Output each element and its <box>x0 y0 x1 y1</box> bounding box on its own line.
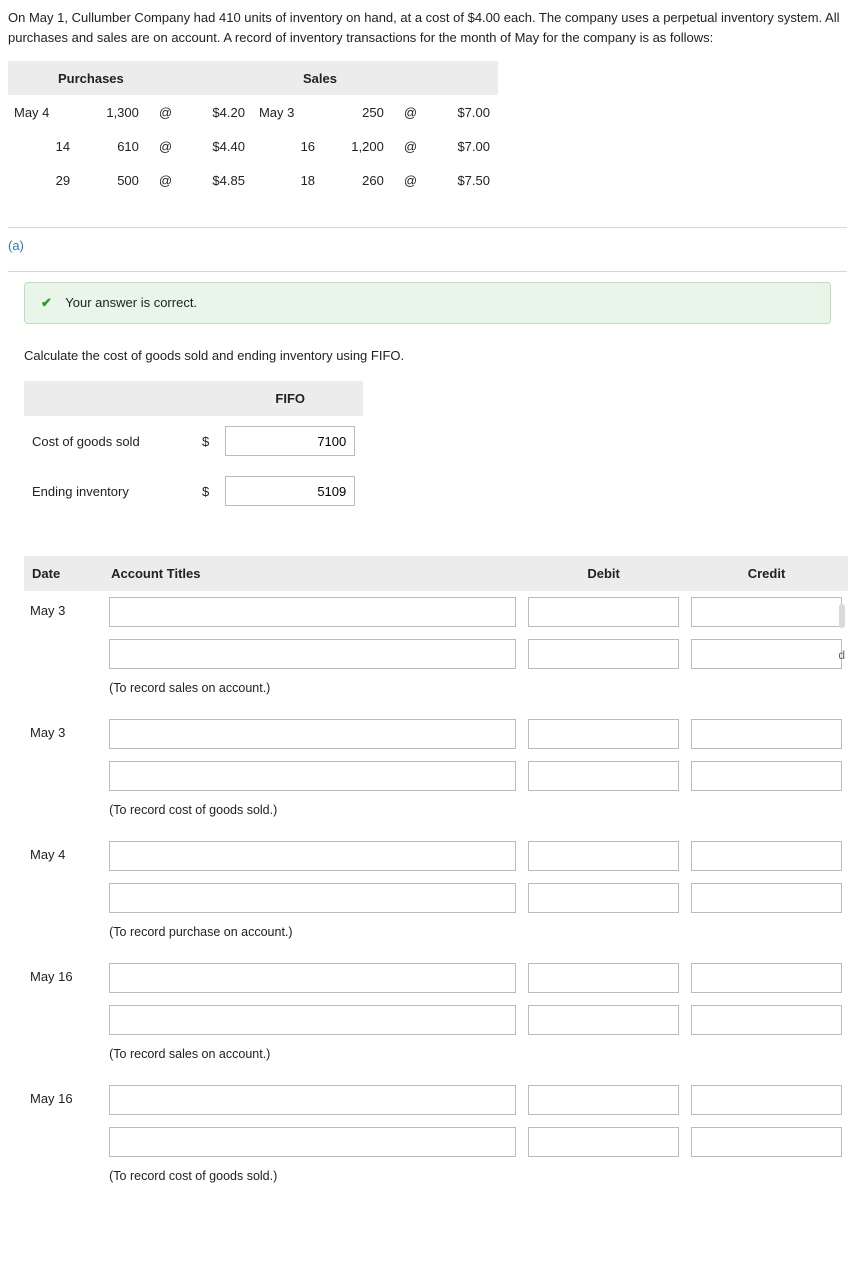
debit-input[interactable] <box>528 1127 679 1157</box>
cell: 250 <box>323 95 392 129</box>
cell: 18 <box>253 163 323 197</box>
debit-input[interactable] <box>528 963 679 993</box>
cell: @ <box>392 163 429 197</box>
scrollbar-thumb[interactable] <box>839 604 845 628</box>
cell: 1,200 <box>323 129 392 163</box>
debit-input[interactable] <box>528 719 679 749</box>
divider <box>8 271 847 272</box>
check-icon: ✔ <box>41 295 52 310</box>
cell: 29 <box>8 163 78 197</box>
debit-input[interactable] <box>528 1005 679 1035</box>
table-row: 14 610 @ $4.40 16 1,200 @ $7.00 <box>8 129 498 163</box>
divider <box>8 227 847 228</box>
cell: $4.85 <box>184 163 253 197</box>
cell: 500 <box>78 163 147 197</box>
entry-memo: (To record purchase on account.) <box>103 919 848 957</box>
answer-correct-banner: ✔ Your answer is correct. <box>24 282 831 324</box>
cell: $4.20 <box>184 95 253 129</box>
credit-input[interactable] <box>691 719 842 749</box>
credit-input[interactable] <box>691 963 842 993</box>
credit-input[interactable] <box>691 1085 842 1115</box>
account-title-input[interactable] <box>109 963 516 993</box>
correct-message: Your answer is correct. <box>65 295 197 310</box>
credit-input[interactable] <box>691 761 842 791</box>
credit-input[interactable] <box>691 1127 842 1157</box>
part-a-label: (a) <box>8 238 847 253</box>
account-title-input[interactable] <box>109 761 516 791</box>
account-title-input[interactable] <box>109 841 516 871</box>
fifo-header: FIFO <box>217 381 363 416</box>
col-date: Date <box>24 556 103 591</box>
cell: $7.00 <box>429 95 498 129</box>
cell: 260 <box>323 163 392 197</box>
cell: @ <box>392 95 429 129</box>
sales-header: Sales <box>253 61 498 95</box>
entry-date: May 3 <box>24 591 103 633</box>
end-inv-input[interactable] <box>225 476 355 506</box>
debit-input[interactable] <box>528 1085 679 1115</box>
col-debit: Debit <box>522 556 685 591</box>
debit-input[interactable] <box>528 883 679 913</box>
credit-input[interactable] <box>691 1005 842 1035</box>
account-title-input[interactable] <box>109 597 516 627</box>
debit-input[interactable] <box>528 597 679 627</box>
cogs-label: Cost of goods sold <box>24 416 194 466</box>
entry-date: May 4 <box>24 835 103 877</box>
cell: May 4 <box>8 95 78 129</box>
purchases-sales-table: Purchases Sales May 4 1,300 @ $4.20 May … <box>8 61 498 197</box>
account-title-input[interactable] <box>109 1005 516 1035</box>
entry-memo: (To record cost of goods sold.) <box>103 1163 848 1201</box>
debit-input[interactable] <box>528 761 679 791</box>
table-row: 29 500 @ $4.85 18 260 @ $7.50 <box>8 163 498 197</box>
end-inv-label: Ending inventory <box>24 466 194 516</box>
cell: 14 <box>8 129 78 163</box>
cell: $4.40 <box>184 129 253 163</box>
account-title-input[interactable] <box>109 1085 516 1115</box>
account-title-input[interactable] <box>109 883 516 913</box>
debit-input[interactable] <box>528 841 679 871</box>
col-credit: Credit <box>685 556 848 591</box>
fifo-table: FIFO Cost of goods sold $ Ending invento… <box>24 381 363 516</box>
debit-input[interactable] <box>528 639 679 669</box>
cell: $7.00 <box>429 129 498 163</box>
entry-date: May 3 <box>24 713 103 755</box>
account-title-input[interactable] <box>109 1127 516 1157</box>
cell: @ <box>392 129 429 163</box>
entry-date: May 16 <box>24 1079 103 1121</box>
cell: 610 <box>78 129 147 163</box>
account-title-input[interactable] <box>109 719 516 749</box>
cell: 1,300 <box>78 95 147 129</box>
journal-entry-table: Date Account Titles Debit Credit May 3 (… <box>24 556 848 1201</box>
currency-symbol: $ <box>194 416 217 466</box>
currency-symbol: $ <box>194 466 217 516</box>
entry-date: May 16 <box>24 957 103 999</box>
credit-input[interactable] <box>691 841 842 871</box>
credit-input[interactable] <box>691 639 842 669</box>
cell: @ <box>147 95 184 129</box>
calc-instruction: Calculate the cost of goods sold and end… <box>24 348 831 363</box>
cropped-text: d <box>838 648 845 662</box>
cell: May 3 <box>253 95 323 129</box>
entry-memo: (To record sales on account.) <box>103 675 848 713</box>
credit-input[interactable] <box>691 597 842 627</box>
table-row: May 4 1,300 @ $4.20 May 3 250 @ $7.00 <box>8 95 498 129</box>
cell: 16 <box>253 129 323 163</box>
cell: @ <box>147 129 184 163</box>
purchases-header: Purchases <box>8 61 253 95</box>
cogs-input[interactable] <box>225 426 355 456</box>
entry-memo: (To record sales on account.) <box>103 1041 848 1079</box>
credit-input[interactable] <box>691 883 842 913</box>
entry-memo: (To record cost of goods sold.) <box>103 797 848 835</box>
col-account: Account Titles <box>103 556 522 591</box>
problem-intro: On May 1, Cullumber Company had 410 unit… <box>8 8 847 47</box>
cell: $7.50 <box>429 163 498 197</box>
cell: @ <box>147 163 184 197</box>
account-title-input[interactable] <box>109 639 516 669</box>
